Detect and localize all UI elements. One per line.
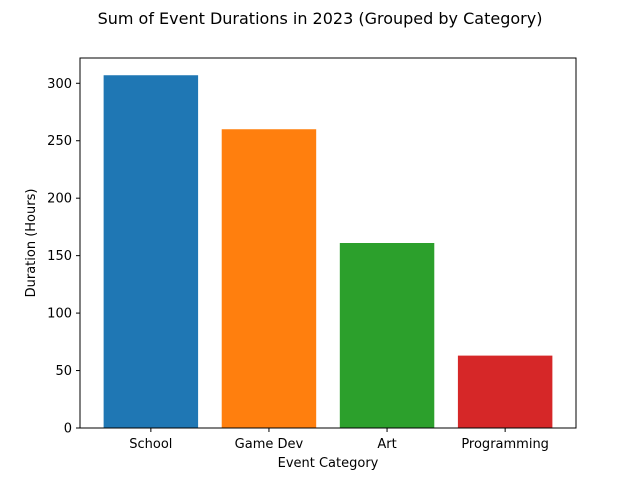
bars-group — [103, 75, 553, 429]
bar-programming — [457, 355, 553, 428]
axes-frame — [79, 57, 577, 429]
x-tick-label: Game Dev — [235, 437, 304, 452]
y-tick-label: 0 — [64, 422, 72, 437]
bar-art — [339, 243, 435, 428]
x-tick-label: School — [129, 437, 172, 452]
bar-game-dev — [221, 129, 317, 429]
y-axis-ticks: 0 50 100 150 200 250 300 — [47, 77, 80, 437]
y-tick-label: 50 — [55, 364, 72, 379]
x-axis-label: Event Category — [278, 456, 379, 471]
x-tick-label: Programming — [461, 437, 549, 452]
x-axis-ticks: School Game Dev Art Programming — [129, 428, 549, 452]
y-tick-label: 100 — [47, 307, 72, 322]
chart-title: Sum of Event Durations in 2023 (Grouped … — [98, 9, 543, 28]
y-tick-label: 150 — [47, 249, 72, 264]
x-tick-label: Art — [377, 437, 396, 452]
y-tick-label: 300 — [47, 77, 72, 92]
y-tick-label: 250 — [47, 134, 72, 149]
bar-school — [103, 75, 199, 429]
y-axis-label: Duration (Hours) — [24, 189, 39, 298]
y-tick-label: 200 — [47, 192, 72, 207]
